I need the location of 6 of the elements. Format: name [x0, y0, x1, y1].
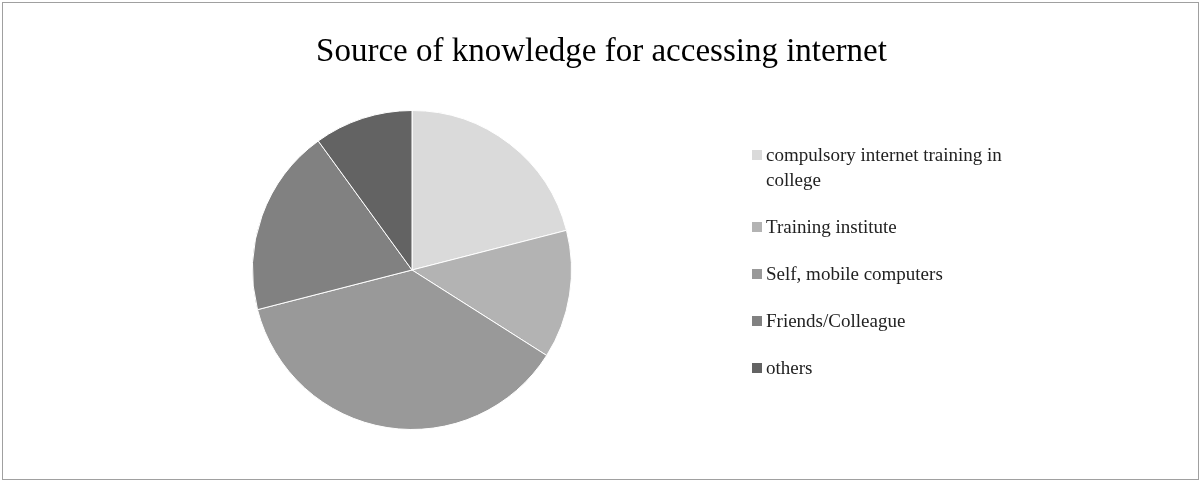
chart-title: Source of knowledge for accessing internet — [315, 32, 888, 69]
legend-label: Training institute — [766, 216, 897, 237]
legend-label: Self, mobile computers — [766, 263, 943, 284]
legend-label: others — [766, 357, 813, 378]
legend-label: compulsory internet training in college — [766, 144, 1002, 190]
legend-label: Friends/Colleague — [766, 310, 906, 331]
